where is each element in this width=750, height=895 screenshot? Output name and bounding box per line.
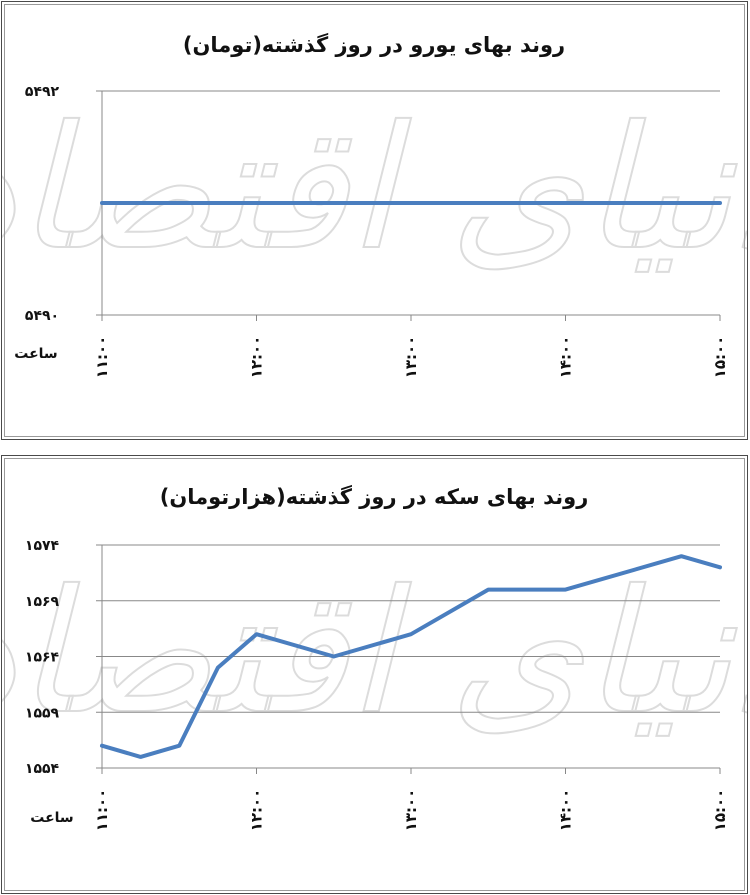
chart-title: روند بهای یورو در روز گذشته(تومان) [183, 32, 565, 57]
data-point [719, 202, 721, 204]
euro-chart-panel: روند بهای یورو در روز گذشته(تومان) دنیای … [1, 1, 748, 440]
data-point [680, 555, 682, 557]
watermark-logo: دنیای اقتصاد [2, 90, 747, 288]
data-point [333, 656, 335, 657]
y-tick-label: ۱۵۵۹ [25, 705, 60, 721]
y-tick-label: ۱۵۷۴ [25, 538, 60, 554]
y-tick-label: ۱۵۶۴ [25, 650, 60, 666]
x-axis-label: ساعت [30, 810, 73, 826]
data-point [565, 589, 566, 591]
data-point [487, 589, 489, 591]
y-tick-label: ۱۵۵۴ [25, 761, 60, 777]
coin-chart: روند بهای سکه در روز گذشته(هزارتومان) دنی… [2, 484, 747, 832]
data-point [101, 745, 103, 747]
data-point [178, 745, 180, 747]
x-tick-label: ۱۲:۰۰ [248, 789, 266, 832]
x-axis-label: ساعت [14, 346, 57, 362]
coin-chart-panel: روند بهای سکه در روز گذشته(هزارتومان) دنی… [1, 455, 748, 894]
data-point [410, 633, 412, 635]
y-tick-label: ۵۴۹۲ [25, 84, 60, 100]
x-tick-label: ۱۲:۰۰ [248, 336, 266, 379]
chart-title: روند بهای سکه در روز گذشته(هزارتومان) [160, 484, 589, 509]
data-point [140, 756, 142, 758]
data-point [719, 566, 721, 568]
data-point [101, 202, 103, 204]
x-tick-label: ۱۱:۰۰ [93, 789, 111, 832]
x-tick-label: ۱۳:۰۰ [402, 789, 420, 832]
y-tick-label: ۱۵۶۹ [25, 594, 60, 610]
x-tick-label: ۱۴:۰۰ [557, 336, 575, 379]
x-tick-label: ۱۱:۰۰ [93, 336, 111, 379]
x-tick-label: ۱۵:۰۰ [711, 789, 729, 832]
data-point [217, 667, 219, 669]
x-tick-label: ۱۵:۰۰ [711, 336, 729, 379]
data-point [256, 633, 257, 635]
watermark-logo: دنیای اقتصاد [2, 554, 747, 752]
x-tick-label: ۱۳:۰۰ [402, 336, 420, 379]
y-tick-label: ۵۴۹۰ [25, 308, 59, 324]
euro-chart: روند بهای یورو در روز گذشته(تومان) دنیای … [2, 32, 747, 379]
x-tick-label: ۱۴:۰۰ [557, 789, 575, 832]
